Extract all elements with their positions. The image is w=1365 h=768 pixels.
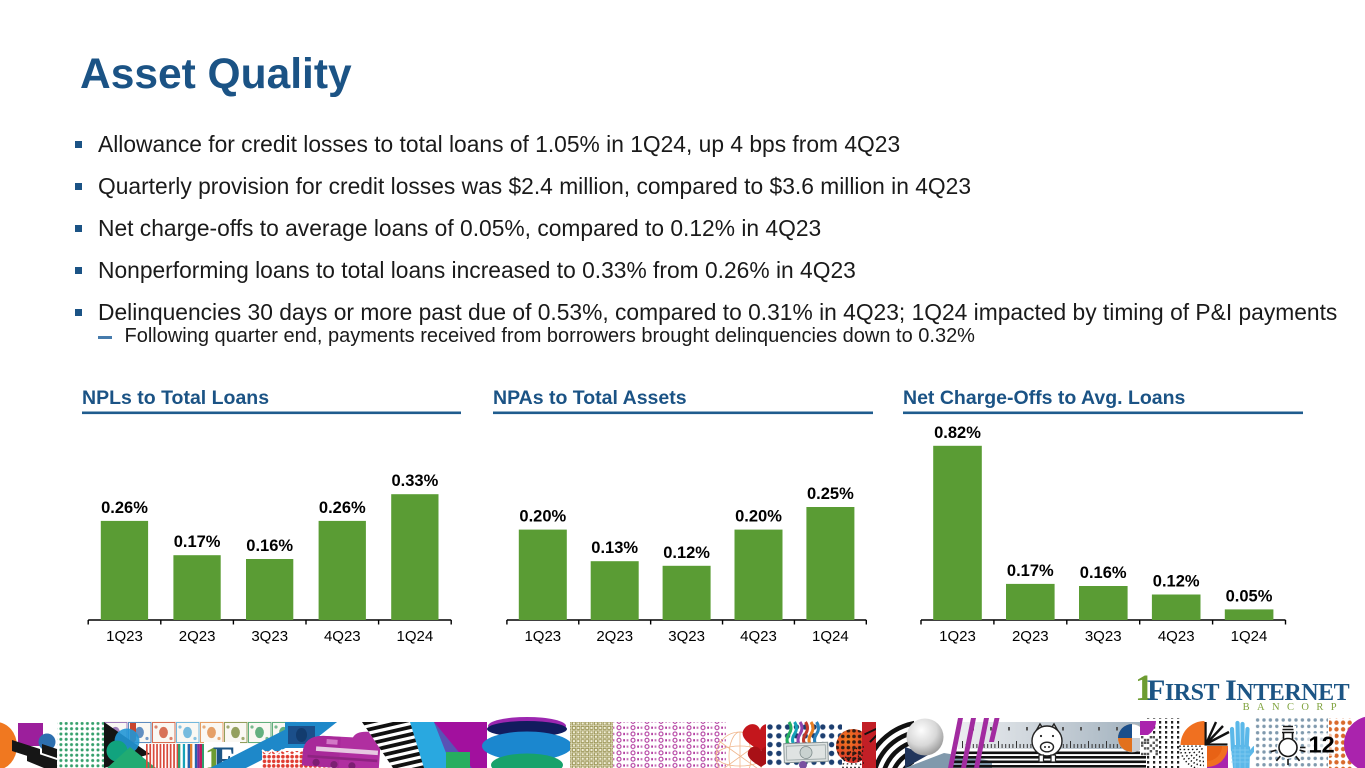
svg-text:2Q23: 2Q23 [596, 628, 633, 645]
svg-text:0.17%: 0.17% [1007, 562, 1054, 580]
svg-text:1Q24: 1Q24 [397, 628, 434, 645]
svg-text:BANCORP: BANCORP [1243, 702, 1344, 713]
svg-text:0.16%: 0.16% [246, 537, 293, 555]
svg-text:0.20%: 0.20% [735, 508, 782, 526]
svg-text:2Q23: 2Q23 [1012, 628, 1049, 645]
svg-text:4Q23: 4Q23 [740, 628, 777, 645]
svg-text:1Q23: 1Q23 [939, 628, 976, 645]
svg-text:NPAs to Total Assets: NPAs to Total Assets [493, 387, 687, 409]
svg-text:0.26%: 0.26% [319, 499, 366, 517]
svg-text:4Q23: 4Q23 [324, 628, 361, 645]
svg-text:3Q23: 3Q23 [251, 628, 288, 645]
svg-text:0.05%: 0.05% [1226, 587, 1273, 605]
svg-text:3Q23: 3Q23 [1085, 628, 1122, 645]
svg-text:1: 1 [1135, 668, 1154, 709]
svg-text:0.17%: 0.17% [174, 533, 221, 551]
svg-text:2Q23: 2Q23 [179, 628, 216, 645]
svg-text:1: 1 [205, 741, 222, 768]
svg-text:0.33%: 0.33% [392, 472, 439, 490]
svg-text:12: 12 [1309, 732, 1335, 758]
svg-text:1Q24: 1Q24 [1231, 628, 1268, 645]
svg-text:0.16%: 0.16% [1080, 564, 1127, 582]
svg-text:0.12%: 0.12% [663, 544, 710, 562]
svg-text:NPLs to Total Loans: NPLs to Total Loans [82, 387, 269, 409]
svg-text:0.25%: 0.25% [807, 485, 854, 503]
svg-text:1Q24: 1Q24 [812, 628, 849, 645]
svg-text:1Q23: 1Q23 [524, 628, 561, 645]
svg-text:1Q23: 1Q23 [106, 628, 143, 645]
svg-text:4Q23: 4Q23 [1158, 628, 1195, 645]
svg-text:3Q23: 3Q23 [668, 628, 705, 645]
svg-text:0.12%: 0.12% [1153, 573, 1200, 591]
svg-text:0.20%: 0.20% [519, 508, 566, 526]
svg-text:Net Charge-Offs to Avg. Loans: Net Charge-Offs to Avg. Loans [903, 387, 1186, 409]
svg-text:0.26%: 0.26% [101, 499, 148, 517]
svg-text:0.82%: 0.82% [934, 424, 981, 442]
svg-text:0.13%: 0.13% [591, 539, 638, 557]
